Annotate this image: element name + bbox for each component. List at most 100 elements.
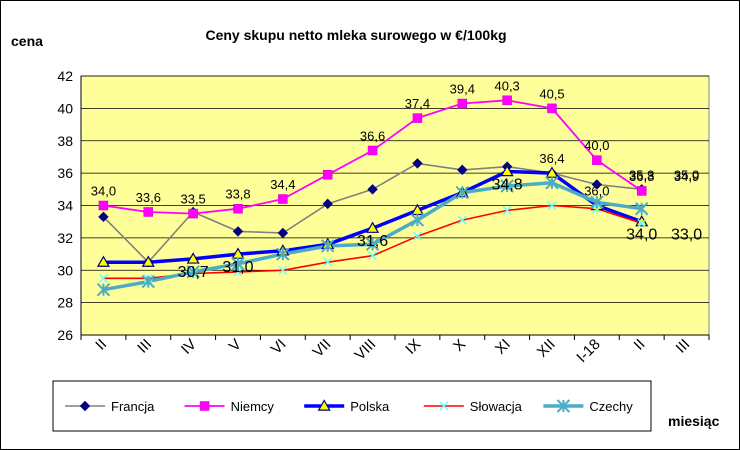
data-point — [323, 257, 333, 267]
data-point — [457, 98, 468, 109]
data-point — [412, 113, 423, 123]
x-tick-label: V — [226, 336, 245, 355]
data-label: 36,4 — [539, 151, 564, 166]
data-label: 33,6 — [136, 190, 161, 205]
data-point — [96, 255, 110, 267]
data-point — [412, 158, 423, 169]
data-point — [636, 186, 647, 196]
data-point — [590, 195, 604, 209]
data-point — [502, 205, 512, 215]
data-point — [412, 231, 422, 241]
data-label: 30,7 — [178, 264, 209, 281]
legend-marker — [439, 401, 449, 411]
y-tick-label: 32 — [57, 230, 73, 246]
chart-title: Ceny skupu netto mleka surowego w €/100k… — [205, 27, 506, 43]
legend-label: Polska — [350, 399, 390, 414]
legend: Francja Niemcy Polska Słowacja Czechy — [52, 380, 652, 432]
data-label: 34,0 — [91, 184, 116, 199]
data-point — [635, 202, 649, 216]
data-point — [455, 185, 469, 200]
data-point — [592, 155, 602, 165]
legend-label: Czechy — [589, 399, 633, 414]
data-point — [186, 265, 200, 279]
data-label: 39,4 — [450, 82, 475, 97]
legend-label: Niemcy — [231, 399, 275, 414]
data-label: 37,4 — [405, 96, 430, 111]
x-tick-label: I-18 — [573, 336, 603, 366]
data-label: 40,5 — [539, 86, 564, 101]
legend-marker — [556, 399, 571, 413]
data-label: 36,6 — [360, 128, 385, 143]
data-point — [98, 211, 109, 223]
legend-entry: Polska — [304, 399, 390, 414]
data-point — [591, 179, 603, 190]
x-tick-label: VII — [310, 336, 335, 361]
data-label: 31,6 — [357, 233, 388, 250]
data-point — [96, 282, 111, 297]
y-axis-label: cena — [11, 33, 43, 49]
x-tick-label: XI — [492, 336, 514, 358]
x-tick-label: II — [92, 336, 110, 354]
x-tick-label: IX — [402, 336, 424, 358]
legend-entry: Czechy — [543, 399, 633, 414]
data-label: 33,5 — [180, 192, 205, 207]
data-point — [322, 198, 333, 210]
data-point — [637, 218, 647, 228]
data-point — [365, 237, 380, 252]
y-tick-label: 36 — [57, 165, 73, 181]
data-point — [367, 145, 378, 156]
y-tick-label: 38 — [57, 133, 73, 149]
data-point — [188, 208, 198, 219]
y-tick-label: 28 — [57, 295, 73, 311]
legend-label: Słowacja — [470, 399, 523, 414]
legend-entry: Francja — [65, 399, 155, 414]
data-point — [231, 257, 245, 271]
data-point — [143, 207, 154, 217]
data-point — [98, 200, 109, 211]
legend-label: Francja — [111, 399, 155, 414]
data-label: 35,3 — [629, 167, 654, 182]
y-tick-label: 30 — [57, 262, 73, 278]
y-tick-label: 42 — [57, 68, 73, 84]
data-point — [502, 95, 512, 106]
data-point — [278, 265, 288, 275]
series-markers-czechy — [96, 176, 649, 297]
data-point — [141, 255, 155, 267]
data-label: 31,0 — [222, 259, 253, 276]
data-point — [321, 239, 335, 253]
legend-entry: Słowacja — [423, 399, 523, 414]
data-point — [368, 251, 378, 261]
x-tick-label: X — [450, 336, 469, 355]
data-point — [322, 169, 333, 180]
x-tick-label: III — [673, 336, 694, 357]
y-tick-label: 40 — [57, 100, 73, 116]
data-point — [547, 200, 557, 211]
data-point — [457, 215, 467, 225]
x-axis-label: miesiąc — [668, 413, 720, 429]
y-tick-label: 34 — [57, 198, 73, 214]
series-markers-niemcy — [98, 95, 647, 219]
data-point — [276, 247, 290, 261]
data-label: 34,9 — [674, 169, 699, 184]
data-point — [141, 274, 155, 289]
x-tick-label: IV — [178, 336, 200, 358]
data-label: 33,0 — [671, 227, 702, 244]
data-point — [547, 103, 557, 114]
data-label: 33,8 — [225, 187, 250, 202]
data-point — [186, 252, 200, 264]
data-point — [366, 221, 380, 233]
legend-marker — [199, 401, 210, 411]
data-point — [278, 194, 288, 204]
legend-entry: Niemcy — [184, 399, 275, 414]
data-label: 35,0 — [674, 167, 699, 182]
x-tick-label: XII — [534, 336, 559, 361]
x-tick-label: VI — [268, 336, 290, 358]
data-point — [232, 226, 244, 237]
data-label: 34,0 — [626, 227, 657, 244]
legend-marker — [79, 400, 91, 412]
data-label: 40,3 — [494, 78, 519, 93]
data-point — [457, 164, 468, 176]
data-point — [98, 273, 108, 283]
